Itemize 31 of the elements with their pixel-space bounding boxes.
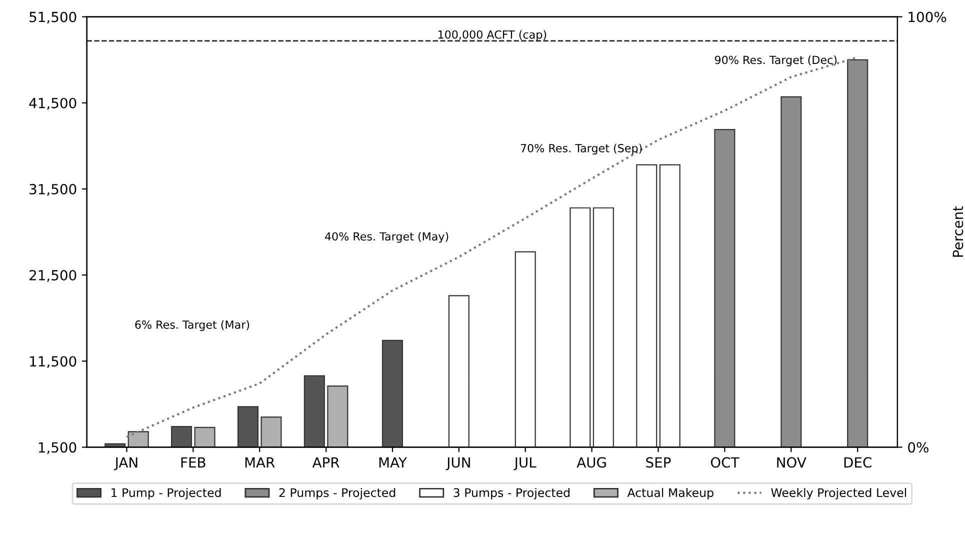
x-tick-label: AUG	[576, 457, 606, 468]
annotation: 6% Res. Target (Mar)	[135, 320, 250, 331]
x-tick-label: FEB	[181, 457, 206, 468]
legend-label: Actual Makeup	[627, 488, 714, 500]
annotation: 40% Res. Target (May)	[324, 232, 448, 243]
annotation: 90% Res. Target (Dec)	[714, 56, 837, 66]
x-tick-label: OCT	[710, 457, 740, 468]
x-tick-label: JUL	[514, 457, 536, 470]
y-tick-label: 51,500	[30, 12, 76, 24]
y-tick-label: 21,500	[30, 270, 76, 282]
y-tick-label: 41,500	[29, 98, 76, 110]
y-tick-label: 31,500	[30, 184, 76, 196]
y2-tick-label: 0%	[908, 442, 928, 453]
x-tick-label: APR	[312, 457, 340, 468]
legend-label: 2 Pumps - Projected	[279, 488, 396, 500]
legend-label: Weekly Projected Level	[771, 488, 906, 500]
y-tick-label: 11,500	[30, 356, 76, 368]
y2-tick-label: 100%	[908, 12, 946, 22]
x-tick-label: NOV	[777, 457, 806, 468]
x-tick-label: JAN	[114, 457, 138, 470]
legend-label: 3 Pumps - Projected	[454, 488, 570, 500]
y2-axis-title: Percent	[952, 206, 964, 257]
x-tick-label: MAY	[379, 457, 407, 468]
x-tick-label: SEP	[646, 457, 671, 468]
ref-line-label: 100,000 ACFT (cap)	[438, 30, 546, 41]
legend-label: 1 Pump - Projected	[112, 488, 221, 500]
x-tick-label: JUN	[446, 457, 470, 470]
y-tick-label: 1,500	[38, 442, 76, 454]
annotation: 70% Res. Target (Sep)	[520, 144, 642, 155]
x-tick-label: MAR	[245, 457, 275, 468]
x-tick-label: DEC	[844, 457, 872, 468]
